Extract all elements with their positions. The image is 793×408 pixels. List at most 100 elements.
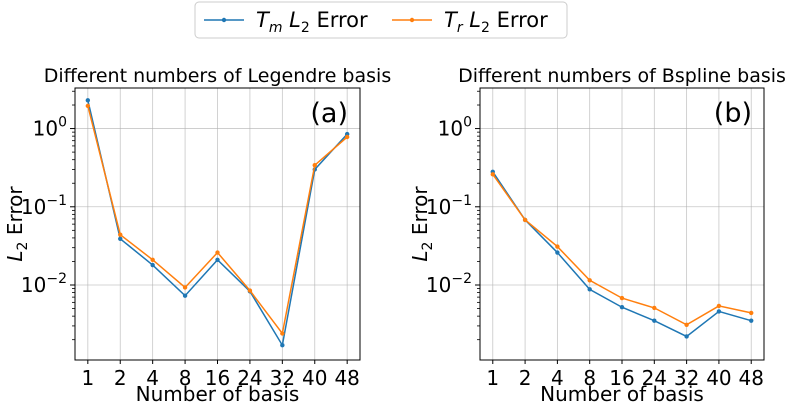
data-point	[555, 244, 560, 249]
data-point	[85, 103, 91, 109]
x-tick-label: 4	[551, 366, 564, 390]
x-tick-label: 24	[237, 366, 262, 390]
y-axis-label: L2 Error	[3, 186, 31, 262]
data-point	[652, 305, 657, 311]
x-tick-label: 16	[205, 366, 230, 390]
data-point	[247, 288, 253, 293]
y-tick-label: 10−1	[21, 193, 67, 219]
legend: Tm L2 Error Tr L2 Error	[194, 1, 568, 39]
x-tick-label: 32	[674, 366, 699, 390]
y-tick-exponent: −1	[46, 193, 67, 209]
data-point	[716, 309, 722, 314]
y-tick-base: 10	[438, 117, 463, 141]
x-tick-label: 8	[583, 366, 596, 390]
x-axis-label: Number of basis	[136, 382, 300, 406]
data-point	[118, 232, 123, 237]
y-tick-base: 10	[21, 195, 46, 219]
data-point	[619, 295, 625, 301]
data-point	[215, 257, 220, 263]
y-label-subscript: 2	[15, 242, 31, 251]
data-point	[749, 318, 754, 323]
y-label-symbol: L	[408, 250, 432, 261]
x-tick-label: 40	[302, 366, 327, 390]
y-axis-label: L2 Error	[408, 186, 436, 262]
data-point	[182, 293, 188, 298]
y-tick-base: 10	[21, 273, 46, 297]
data-point	[684, 334, 689, 339]
y-tick-exponent: 0	[463, 115, 472, 131]
data-point	[215, 250, 220, 255]
y-tick-label: 100	[438, 115, 472, 141]
x-tick-label: 4	[146, 366, 159, 390]
y-tick-base: 10	[33, 117, 58, 141]
x-tick-label: 16	[609, 366, 634, 390]
y-tick-exponent: −2	[451, 271, 472, 287]
x-tick-label: 48	[738, 366, 763, 390]
x-tick-label: 1	[486, 366, 499, 390]
data-point	[684, 322, 689, 328]
y-tick-label: 10−2	[426, 271, 472, 297]
data-point	[522, 217, 528, 223]
y-tick-base: 10	[426, 273, 451, 297]
data-point	[182, 285, 188, 290]
y-tick-exponent: −1	[451, 193, 472, 209]
data-point	[312, 163, 317, 168]
data-point	[490, 172, 495, 177]
legend-subscript: r	[457, 20, 464, 36]
x-tick-label: 2	[114, 366, 127, 390]
y-label-text: Error	[408, 186, 432, 242]
y-tick-label: 100	[33, 115, 67, 141]
legend-marker-1	[409, 17, 415, 23]
legend-l-subscript: 2	[301, 20, 310, 36]
legend-label-0: Tm L2 Error	[256, 8, 368, 36]
y-label-subscript: 2	[420, 242, 436, 251]
x-tick-label: 32	[270, 366, 295, 390]
data-point	[555, 250, 560, 255]
x-tick-label: 48	[334, 366, 359, 390]
chart-title: Different numbers of Legendre basis	[44, 65, 391, 87]
data-point	[150, 262, 155, 268]
x-tick-label: 24	[642, 366, 667, 390]
legend-marker-0	[221, 17, 227, 23]
legend-l-symbol: L	[282, 8, 300, 32]
y-tick-base: 10	[426, 195, 451, 219]
legend-symbol: T	[256, 8, 271, 32]
legend-text: Error	[310, 8, 368, 32]
x-axis-label: Number of basis	[540, 382, 704, 406]
data-point	[587, 287, 592, 292]
data-point	[716, 303, 722, 309]
x-tick-label: 2	[519, 366, 532, 390]
y-tick-exponent: −2	[46, 271, 67, 287]
data-point	[619, 305, 625, 310]
data-point	[652, 318, 657, 323]
data-point	[344, 134, 350, 140]
y-label-text: Error	[3, 186, 27, 242]
legend-text: Error	[490, 8, 548, 32]
y-label-symbol: L	[3, 250, 27, 261]
data-point	[749, 310, 754, 316]
y-tick-label: 10−2	[21, 271, 67, 297]
legend-l-symbol: L	[463, 8, 481, 32]
legend-frame	[194, 1, 568, 39]
data-point	[280, 331, 285, 336]
legend-l-subscript: 2	[481, 20, 490, 36]
data-point	[85, 98, 91, 103]
y-tick-label: 10−1	[426, 193, 472, 219]
legend-label-1: Tr L2 Error	[444, 8, 548, 36]
panel-annotation: (b)	[714, 98, 752, 129]
x-tick-label: 1	[81, 366, 94, 390]
legend-symbol: T	[444, 8, 459, 32]
data-point	[280, 343, 285, 348]
data-point	[150, 257, 155, 263]
chart-title: Different numbers of Bspline basis	[458, 65, 786, 87]
legend-subscript: m	[269, 20, 283, 36]
y-tick-exponent: 0	[58, 115, 67, 131]
x-tick-label: 8	[179, 366, 192, 390]
panel-annotation: (a)	[310, 98, 348, 129]
data-point	[587, 278, 592, 283]
data-point	[118, 236, 123, 241]
x-tick-label: 40	[706, 366, 731, 390]
